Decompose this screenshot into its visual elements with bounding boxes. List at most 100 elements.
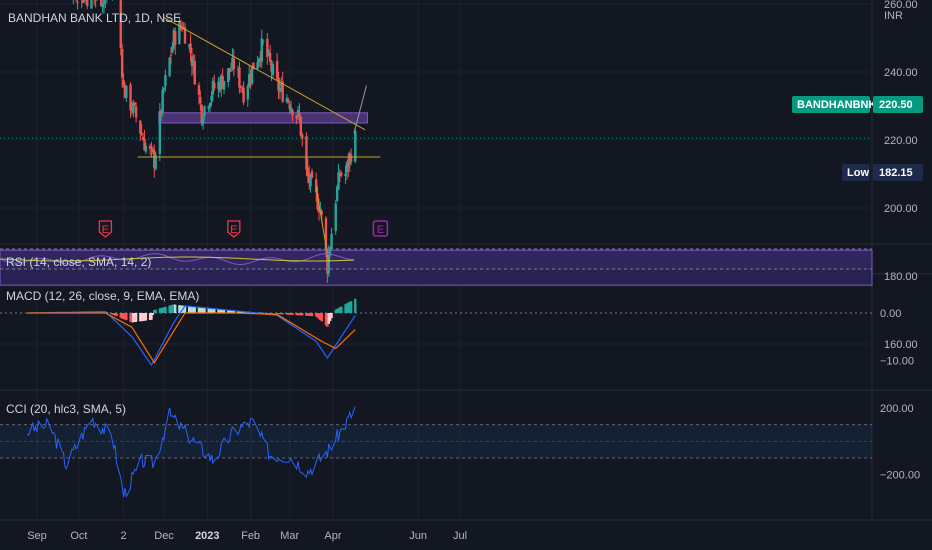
macd-histogram-bar: [129, 313, 132, 322]
cci-line: [26, 406, 356, 499]
last-price-tag: BANDHANBNK 220.50: [792, 96, 923, 113]
candle: [100, 0, 103, 7]
candle: [296, 105, 300, 121]
macd-histogram-bar: [266, 313, 269, 314]
macd-histogram-bar: [141, 313, 145, 321]
candle: [249, 69, 252, 90]
macd-histogram-bar: [270, 313, 273, 314]
signal-line: [27, 312, 356, 364]
macd-histogram-bar: [154, 309, 157, 313]
macd-histogram-bar: [95, 311, 99, 313]
macd-histogram-bar: [139, 313, 142, 322]
axes: 160.00 180.00 200.00 220.00 240.00 260.00 Sep O…: [27, 0, 920, 542]
macd-histogram-bar: [200, 307, 203, 313]
macd-histogram-bar: [327, 313, 330, 324]
candle: [164, 69, 167, 92]
candle: [227, 68, 230, 88]
macd-histogram-bar: [220, 309, 223, 313]
macd-histogram-bar: [309, 313, 312, 317]
resistance-zone: [158, 112, 368, 124]
candle: [174, 27, 177, 55]
candle: [90, 0, 93, 9]
macd-histogram-bar: [229, 310, 233, 313]
macd-title: MACD (12, 26, close, 9, EMA, EMA): [6, 289, 199, 303]
macd-histogram-bar: [132, 313, 135, 323]
candle: [266, 32, 269, 65]
candle: [256, 55, 259, 71]
macd-histogram-bar: [183, 305, 187, 313]
candle: [132, 99, 135, 118]
cci-tick-label: 200.00: [880, 403, 914, 415]
candle: [268, 44, 272, 66]
candle: [241, 85, 244, 94]
candle: [330, 227, 333, 249]
macd-histogram-bar: [211, 308, 215, 313]
candle: [295, 114, 298, 125]
macd-histogram-bar: [291, 313, 294, 315]
candle: [334, 199, 337, 235]
macd-histogram-bar: [295, 313, 298, 316]
macd-histogram-bar: [123, 313, 127, 320]
candle: [259, 50, 262, 68]
macd-histogram-bar: [189, 306, 192, 313]
macd-histogram-bar: [268, 313, 272, 314]
macd-histogram-bar: [182, 305, 185, 313]
candle: [93, 0, 95, 6]
candle: [285, 94, 289, 104]
candle: [345, 161, 349, 180]
rsi-title: RSI (14, close, SMA, 14, 2): [6, 255, 151, 269]
candle: [86, 0, 89, 10]
candle: [144, 142, 148, 155]
candle: [153, 144, 156, 178]
candle: [207, 104, 210, 113]
candle: [271, 60, 275, 79]
macd-histogram-bar: [317, 313, 321, 319]
macd-histogram-bar: [324, 313, 328, 326]
macd-histogram-bar: [199, 307, 202, 313]
macd-histogram-bar: [140, 313, 143, 322]
macd-histogram-bar: [334, 309, 337, 313]
candle: [150, 141, 153, 158]
candle: [281, 71, 284, 103]
macd-histogram-bar: [150, 313, 153, 320]
candle: [308, 165, 311, 191]
candle: [122, 73, 125, 88]
wedge-line: [315, 187, 330, 263]
candle: [309, 173, 312, 193]
candle: [180, 21, 184, 32]
macd-histogram-bar: [281, 313, 284, 315]
candle: [197, 82, 201, 105]
svg-text:220.50: 220.50: [879, 99, 913, 111]
candle: [95, 0, 97, 8]
macd-histogram-bar: [179, 305, 182, 313]
macd-histogram-bar: [109, 313, 113, 314]
candle: [81, 0, 85, 4]
candle: [81, 0, 83, 9]
macd-histogram-bar: [228, 310, 231, 313]
projection-line: [353, 85, 367, 134]
macd-histogram-bar: [305, 313, 308, 316]
macd-histogram-bar: [315, 313, 318, 317]
candle: [288, 101, 291, 114]
candle: [178, 17, 181, 45]
support-zone: [0, 249, 873, 286]
candle: [187, 43, 191, 50]
candle: [247, 65, 251, 88]
macd-histogram-bar: [161, 307, 164, 313]
macd-histogram-bar: [285, 313, 289, 315]
macd-histogram-bar: [122, 313, 125, 320]
macd-histogram-bar: [338, 307, 342, 313]
candle: [148, 143, 152, 156]
cci-title: CCI (20, hlc3, SMA, 5): [6, 402, 126, 416]
candle: [161, 86, 164, 117]
macd-histogram-bar: [335, 308, 339, 313]
macd-histogram-bar: [153, 310, 156, 313]
candle: [287, 97, 290, 104]
candle: [280, 76, 283, 93]
candle: [72, 0, 74, 5]
candle: [252, 62, 255, 70]
candle: [120, 44, 124, 88]
candle: [154, 151, 157, 171]
macd-histogram-bar: [267, 313, 270, 314]
